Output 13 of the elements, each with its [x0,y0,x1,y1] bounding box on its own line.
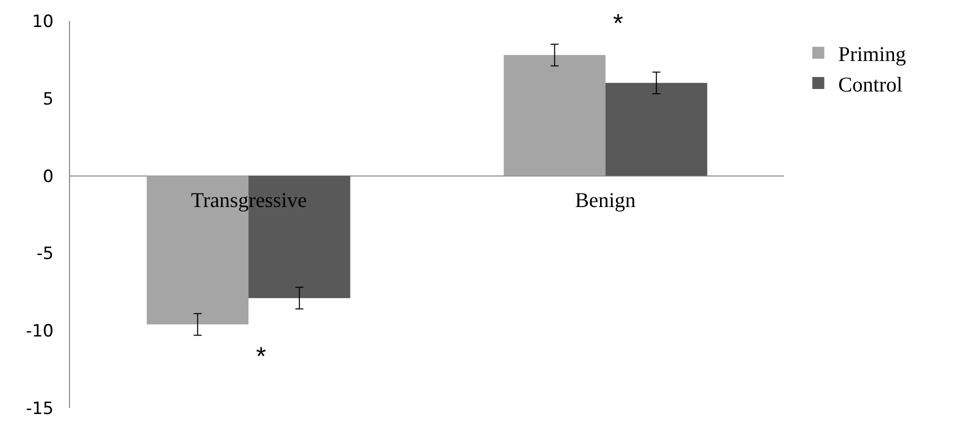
bar [504,55,606,176]
x-tick-label: Benign [575,188,636,212]
y-tick-label: 0 [42,166,54,187]
y-tick-label: -15 [26,398,54,419]
y-tick-label: -10 [26,322,54,342]
y-tick-label: -5 [36,244,54,264]
y-tick-label: 10 [32,12,54,32]
y-tick-label: 5 [42,89,54,110]
legend-label: Control [838,72,903,96]
legend-label: Priming [838,42,906,66]
annotation: * [256,341,266,371]
annotation: * [613,8,624,38]
bar [606,82,708,176]
